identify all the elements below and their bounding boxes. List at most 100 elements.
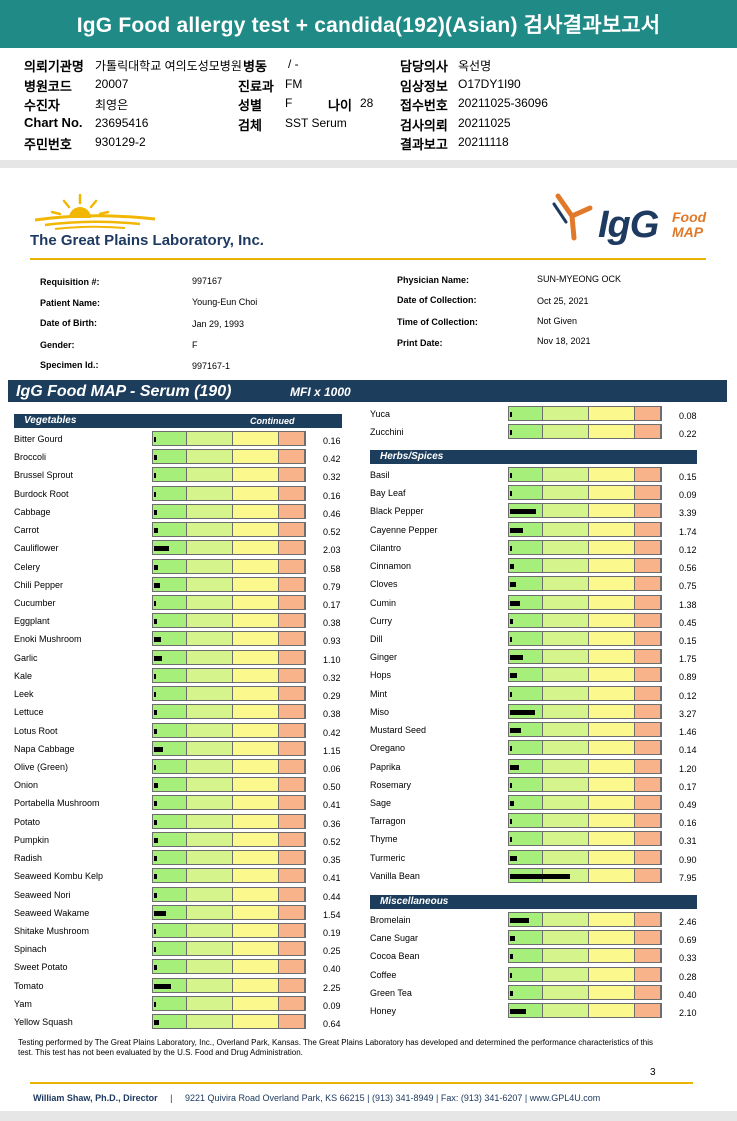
bar-zone: [279, 541, 305, 555]
reactivity-bar: [508, 758, 662, 774]
reactivity-bar: [508, 930, 662, 946]
bar-zone: [543, 522, 589, 536]
bar-zone: [509, 931, 543, 945]
result-row: Bay Leaf 0.09: [370, 484, 709, 502]
result-value: 0.38: [323, 709, 341, 720]
bar-zone: [543, 668, 589, 682]
reactivity-bar: [508, 594, 662, 610]
bar-zone: [187, 869, 233, 883]
bar-zone: [153, 614, 187, 628]
result-row: Celery 0.58: [14, 558, 353, 576]
bar-zone: [543, 931, 589, 945]
value-fill: [510, 782, 512, 788]
reactivity-bar: [152, 850, 306, 866]
bar-zone: [233, 650, 279, 664]
result-value: 0.75: [679, 581, 697, 592]
bar-zone: [153, 687, 187, 701]
result-row: Sweet Potato 0.40: [14, 958, 353, 976]
food-name: Oregano: [370, 743, 406, 754]
value-fill: [510, 1009, 526, 1015]
bar-zone: [279, 559, 305, 573]
food-name: Pumpkin: [14, 834, 50, 845]
antibody-logo-icon: [552, 193, 593, 241]
bar-zone: [153, 432, 187, 445]
bar-zone: [233, 960, 279, 974]
bar-zone: [187, 851, 233, 865]
bar-zone: [153, 832, 187, 846]
bar-zone: [233, 759, 279, 773]
bar-zone: [635, 486, 661, 500]
bar-zone: [509, 486, 543, 500]
reactivity-bar: [152, 758, 306, 774]
value-fill: [154, 892, 157, 898]
value-fill: [154, 837, 158, 843]
bar-zone: [589, 650, 635, 664]
food-name: Turmeric: [370, 852, 406, 863]
bar-zone: [187, 595, 233, 609]
bar-zone: [233, 814, 279, 828]
reactivity-bar: [508, 406, 662, 421]
food-name: Vanilla Bean: [370, 870, 420, 881]
reactivity-bar: [508, 424, 662, 440]
bar-zone: [635, 723, 661, 737]
result-value: 0.38: [323, 618, 341, 629]
bar-zone: [279, 632, 305, 646]
bar-zone: [543, 832, 589, 846]
bar-zone: [187, 887, 233, 901]
bar-zone: [153, 851, 187, 865]
bar-zone: [635, 832, 661, 846]
bar-zone: [279, 595, 305, 609]
result-row: Zucchini 0.22: [370, 423, 709, 441]
result-value: 0.09: [679, 490, 697, 501]
bar-zone: [187, 632, 233, 646]
bar-zone: [279, 523, 305, 537]
reactivity-bar: [508, 831, 662, 847]
result-row: Rosemary 0.17: [370, 776, 709, 794]
bar-zone: [279, 759, 305, 773]
physician-value: SUN-MYEONG OCK: [537, 274, 622, 284]
result-row: Brussel Sprout 0.32: [14, 466, 353, 484]
food-name: Mustard Seed: [370, 725, 427, 736]
value-fill: [154, 728, 157, 734]
food-name: Eggplant: [14, 616, 50, 627]
reactivity-bar: [152, 740, 306, 756]
result-value: 0.22: [679, 429, 697, 440]
report-date-value: 20211118: [458, 135, 509, 149]
reactivity-bar: [152, 1014, 306, 1030]
bar-zone: [509, 985, 543, 999]
institution-label: 의뢰기관명: [24, 59, 84, 74]
value-fill: [510, 800, 514, 806]
collection-time-label: Time of Collection:: [397, 317, 478, 327]
bar-zone: [635, 850, 661, 864]
food-name: Black Pepper: [370, 506, 424, 517]
gold-divider: [30, 258, 706, 260]
bar-zone: [589, 595, 635, 609]
value-fill: [154, 509, 157, 515]
food-name: Radish: [14, 853, 43, 864]
bar-zone: [279, 687, 305, 701]
value-fill: [154, 983, 171, 989]
food-map-logo-text: Food MAP: [672, 210, 706, 240]
bar-zone: [233, 923, 279, 937]
value-fill: [510, 691, 512, 697]
reactivity-bar: [152, 686, 306, 702]
bar-zone: [279, 923, 305, 937]
reactivity-bar: [508, 703, 662, 719]
result-value: 1.46: [679, 727, 697, 738]
bar-zone: [509, 741, 543, 755]
bar-zone: [233, 942, 279, 956]
reactivity-bar: [508, 912, 662, 927]
result-row: Coffee 0.28: [370, 966, 709, 984]
value-fill: [154, 856, 157, 862]
receipt-no-label: 접수번호: [400, 98, 448, 113]
bar-zone: [635, 613, 661, 627]
reactivity-bar: [508, 984, 662, 1000]
bar-zone: [635, 650, 661, 664]
result-row: Cauliflower 2.03: [14, 539, 353, 557]
result-value: 0.25: [323, 946, 341, 957]
food-name: Bromelain: [370, 915, 411, 925]
result-value: 0.12: [679, 690, 697, 701]
bar-zone: [635, 504, 661, 518]
bar-zone: [279, 450, 305, 464]
result-row: Pumpkin 0.52: [14, 831, 353, 849]
